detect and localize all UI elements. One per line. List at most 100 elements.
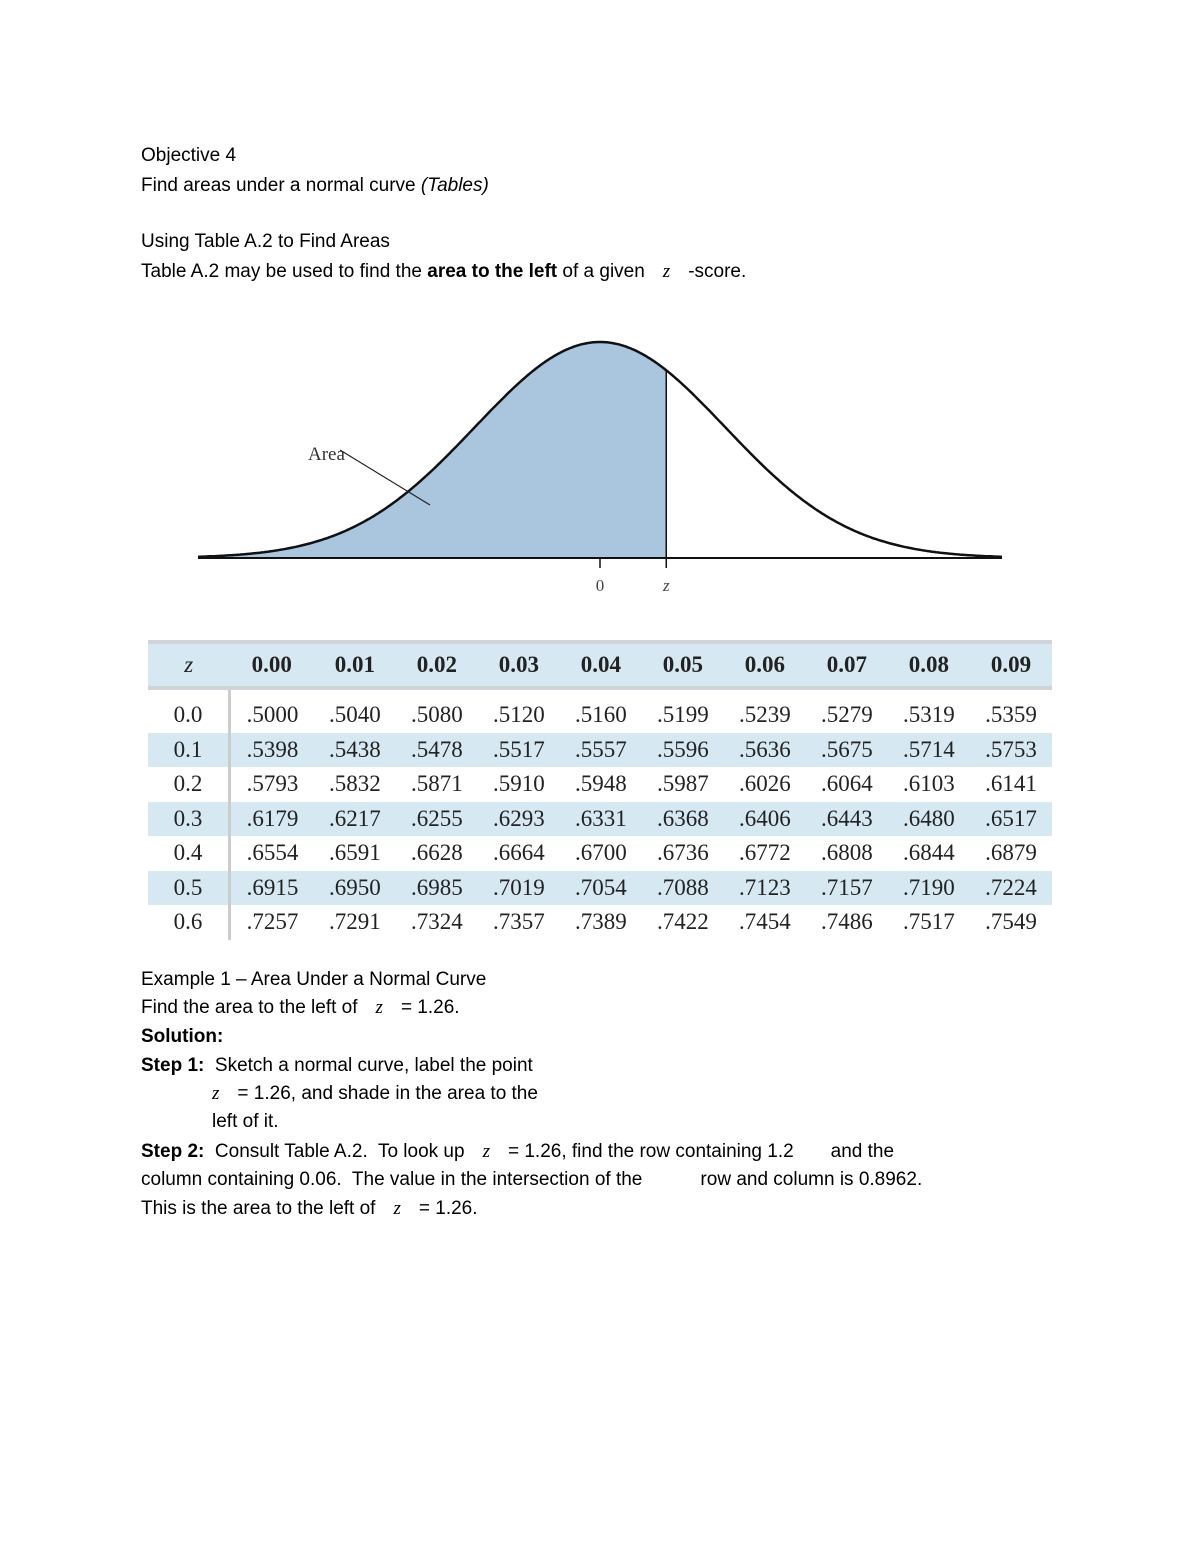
objective-heading: Objective 4: [141, 145, 237, 166]
table-cell: .6026: [739, 771, 791, 797]
table-cell: .5596: [641, 732, 724, 767]
column-header: 0.02: [395, 640, 478, 690]
header-z: z: [148, 640, 230, 690]
table-cell: .6406: [723, 801, 806, 836]
table-cell: .5793: [246, 771, 299, 797]
table-cell: .6064: [821, 771, 873, 797]
text: Consult Table A.2. To look up: [204, 1141, 465, 1162]
table-cell: .6591: [329, 840, 381, 866]
z-symbol: z: [375, 997, 383, 1018]
table-cell: .7123: [723, 870, 806, 905]
z-symbol: z: [393, 1198, 401, 1219]
table-cell: .7157: [805, 870, 888, 905]
table-cell: .7422: [657, 909, 709, 935]
tick-label-z: z: [662, 576, 670, 595]
table-cell: .5636: [723, 732, 806, 767]
table-row: 0.5.6915.6950.6985.7019.7054.7088.7123.7…: [148, 870, 1052, 905]
table-cell: .5714: [887, 732, 970, 767]
bold-text: area to the left: [427, 261, 558, 282]
column-header: 0.04: [559, 640, 642, 690]
table-cell: .5000: [246, 702, 299, 728]
table-cell: .5398: [229, 732, 314, 767]
table-cell: .5319: [903, 702, 955, 728]
table-cell: .7454: [739, 909, 791, 935]
table-cell: .5040: [329, 702, 381, 728]
table-cell: .6879: [985, 840, 1037, 866]
table-cell: .6141: [985, 771, 1037, 797]
bell-curve: [197, 340, 1003, 559]
table-cell: .6700: [575, 840, 627, 866]
table-cell: .7291: [329, 909, 381, 935]
column-header: 0.03: [477, 640, 560, 690]
table-cell: .5438: [313, 732, 396, 767]
table-row: 0.4 .6554 .6591 .6628 .6664 .6700 .6736 .6772 .6…: [148, 836, 1052, 871]
table-cell: .7190: [887, 870, 970, 905]
table-cell: .5753: [969, 732, 1052, 767]
table-cell: .5675: [805, 732, 888, 767]
table-cell: .6255: [395, 801, 478, 836]
subtitle-text: Find areas under a normal curve: [141, 175, 421, 196]
table-row: 0.3.6179.6217.6255.6293.6331.6368.6406.6…: [148, 801, 1052, 836]
table-cell: .6736: [657, 840, 709, 866]
row-z-value: 0.5: [148, 870, 231, 905]
table-row: 0.1.5398.5438.5478.5517.5557.5596.5636.5…: [148, 732, 1052, 767]
text: = 1.26.: [418, 1198, 478, 1219]
table-cell: .6950: [313, 870, 396, 905]
table-cell: .5948: [575, 771, 627, 797]
table-cell: .6985: [395, 870, 478, 905]
text: = 1.26, find the row containing 1.2 and …: [507, 1141, 895, 1162]
table-cell: .6443: [805, 801, 888, 836]
table-row: 0.6 .7257 .7291 .7324 .7357 .7389 .7422 .7454 .7…: [148, 905, 1052, 940]
table-cell: .6808: [821, 840, 873, 866]
table-cell: .5987: [657, 771, 709, 797]
objective-subtitle: Find areas under a normal curve (Tables): [141, 175, 489, 197]
z-table: z 0.00 0.01 0.02 0.03 0.04 0.05 0.06 0.07 0.08 0.0…: [148, 640, 1052, 940]
column-header: 0.01: [313, 640, 396, 690]
table-cell: .5910: [493, 771, 545, 797]
table-cell: .7019: [477, 870, 560, 905]
solution-text: Solution:: [141, 1026, 224, 1047]
table-cell: .6554: [246, 840, 299, 866]
table-cell: .7054: [559, 870, 642, 905]
table-cell: .7517: [903, 909, 955, 935]
row-z-value: 0.1: [148, 732, 231, 767]
text: of a given: [557, 261, 645, 282]
example-title: Example 1 – Area Under a Normal Curve: [141, 969, 487, 990]
table-cell: .7088: [641, 870, 724, 905]
row-z-value: 0.0: [148, 688, 231, 733]
table-cell: .5279: [821, 702, 873, 728]
column-header: 0.07: [805, 640, 888, 690]
table-cell: .7324: [411, 909, 463, 935]
table-cell: .6915: [229, 870, 314, 905]
table-cell: .6480: [887, 801, 970, 836]
z-symbol: z: [662, 261, 671, 282]
table-cell: .5478: [395, 732, 478, 767]
table-cell: .7389: [575, 909, 627, 935]
column-header: 0.05: [641, 640, 724, 690]
area-pointer: [339, 449, 431, 506]
step2-line: Step 2: Consult Table A.2. To look up z = …: [141, 1141, 894, 1163]
table-cell: .6844: [903, 840, 955, 866]
column-header: 0.08: [887, 640, 970, 690]
table-cell: .6331: [559, 801, 642, 836]
text: Sketch a normal curve, label the point: [204, 1055, 533, 1076]
subtitle-italic: (Tables): [420, 175, 489, 196]
step2-line3: This is the area to the left of z = 1.26.: [141, 1198, 478, 1220]
table-cell: .6772: [739, 840, 791, 866]
step1-line2: z = 1.26, and shade in the area to the: [212, 1083, 538, 1105]
table-cell: .5359: [985, 702, 1037, 728]
example-prompt: Find the area to the left of z = 1.26.: [141, 997, 460, 1019]
table-cell: .5832: [329, 771, 381, 797]
step-label: Step 2:: [141, 1141, 205, 1162]
table-cell: .6664: [493, 840, 545, 866]
section-text: Table A.2 may be used to find the area t…: [141, 261, 746, 283]
table-cell: .6293: [477, 801, 560, 836]
row-z-value: 0.6: [148, 905, 231, 940]
text: = 1.26, and shade in the area to the: [237, 1083, 538, 1104]
step1-line: Step 1: Sketch a normal curve, label the…: [141, 1055, 533, 1077]
step-label: Step 1:: [141, 1055, 205, 1076]
table-cell: .6217: [313, 801, 396, 836]
row-z-value: 0.3: [148, 801, 231, 836]
shaded-area: [198, 342, 667, 558]
